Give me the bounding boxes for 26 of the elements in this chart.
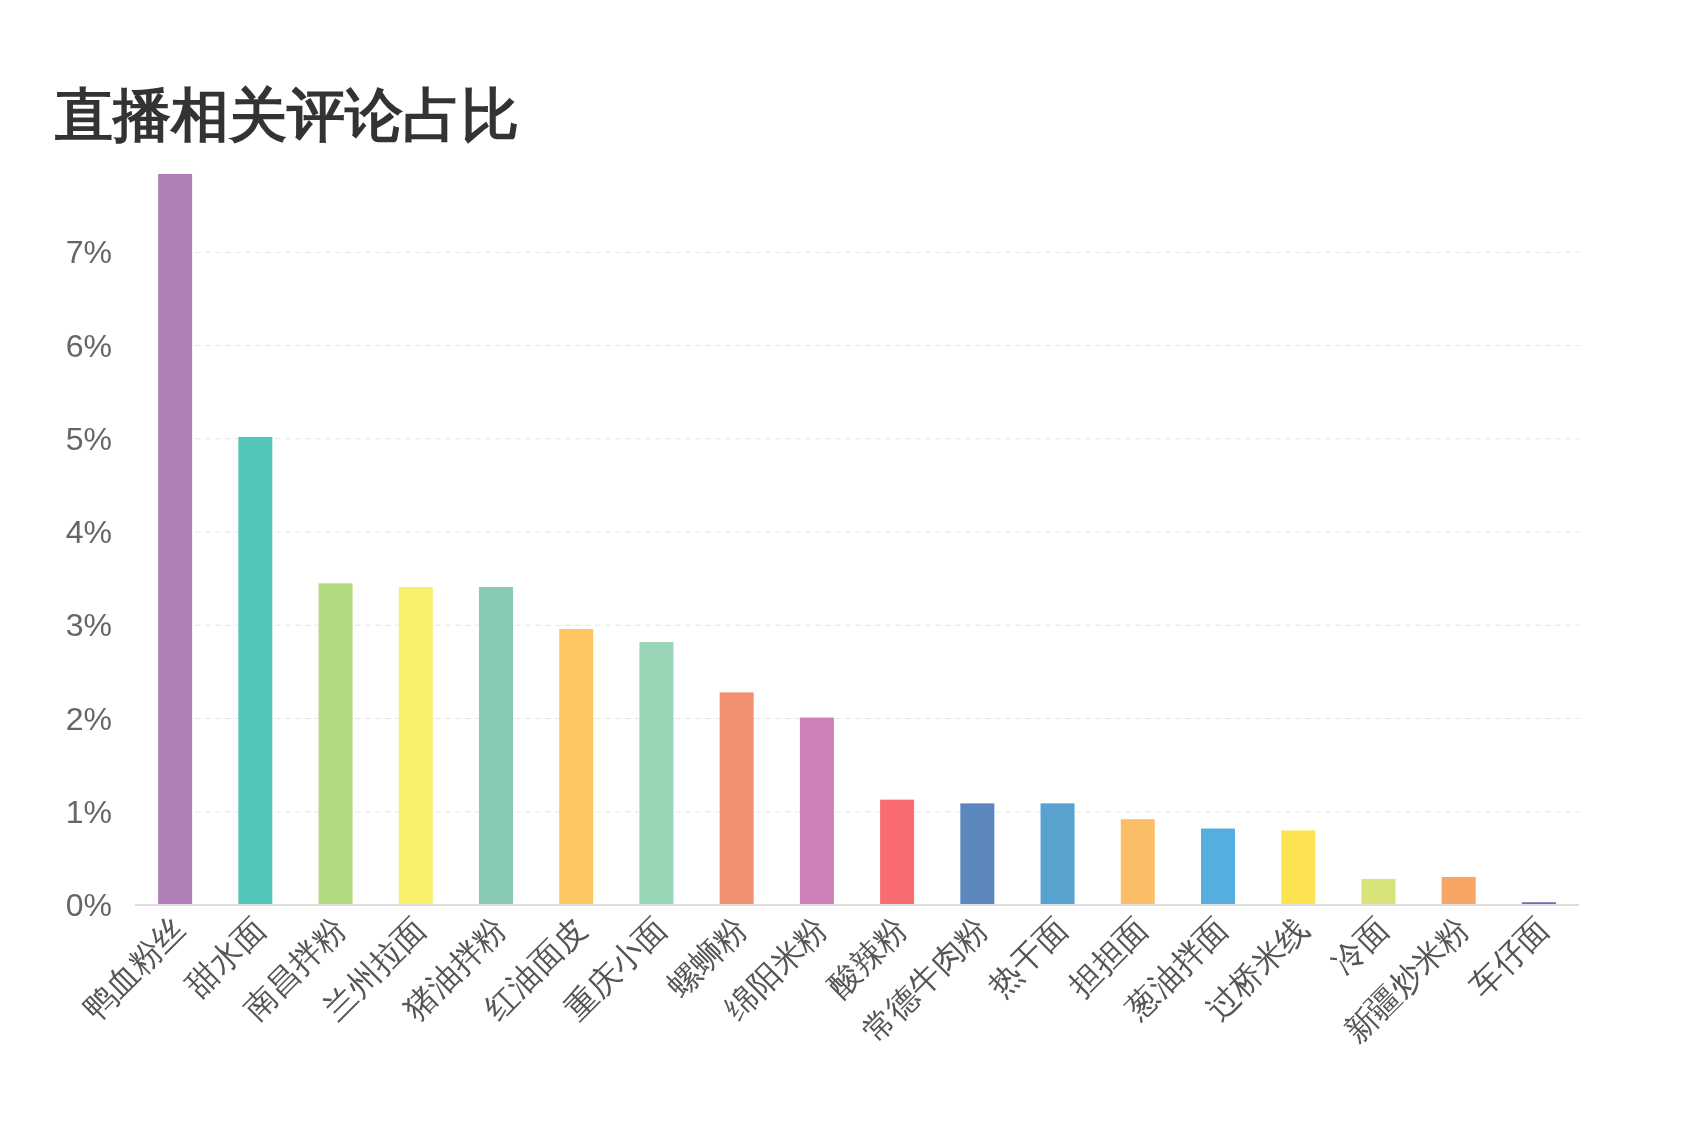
y-tick-label: 6% <box>65 327 112 364</box>
y-tick-label: 4% <box>65 514 112 551</box>
y-tick-label: 2% <box>65 700 112 737</box>
bar <box>1441 877 1476 905</box>
bar <box>719 692 754 905</box>
y-tick-label: 7% <box>65 234 112 271</box>
bar <box>1040 803 1075 905</box>
bar <box>318 583 353 905</box>
y-tick-label: 1% <box>65 793 112 830</box>
bar <box>639 642 674 905</box>
bar <box>1201 828 1235 905</box>
bar <box>1281 830 1316 905</box>
bar <box>880 799 915 905</box>
bar <box>158 174 193 905</box>
y-tick-label: 5% <box>65 420 112 457</box>
bar <box>960 803 995 905</box>
bar <box>238 436 273 905</box>
bar <box>1120 819 1155 905</box>
bar <box>398 587 433 905</box>
bar <box>799 717 834 905</box>
chart-title: 直播相关评论占比 <box>54 82 519 147</box>
y-tick-label: 3% <box>65 607 112 644</box>
bar <box>479 587 513 905</box>
y-tick-label: 0% <box>65 887 112 923</box>
bar <box>559 629 594 905</box>
bar <box>1361 878 1396 905</box>
